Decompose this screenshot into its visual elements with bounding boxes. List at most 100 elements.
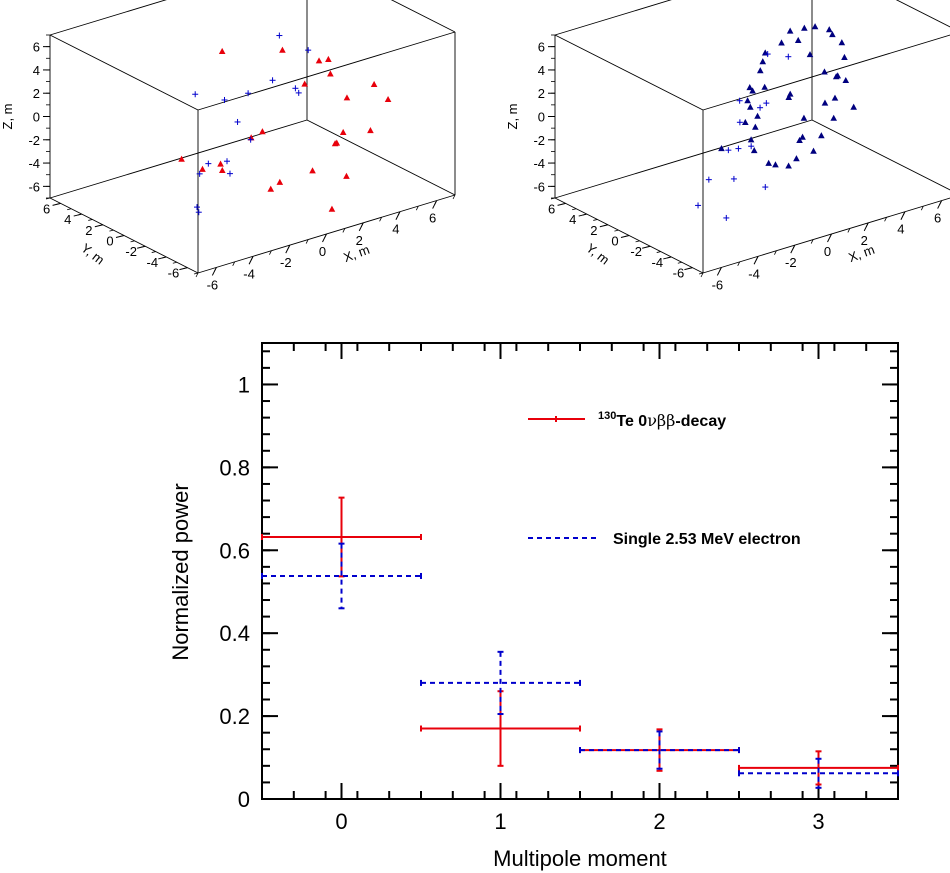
box-edge bbox=[554, 34, 704, 111]
scatter-point-triangle bbox=[765, 159, 772, 166]
scatter-point-plus bbox=[705, 176, 712, 183]
y-tick-label: -4 bbox=[147, 255, 159, 270]
scatter-point-triangle bbox=[806, 51, 814, 58]
y-tick-label: 0.4 bbox=[219, 621, 250, 646]
scatter-point-plus bbox=[695, 202, 702, 209]
scatter-point-triangle bbox=[772, 161, 779, 168]
scatter-point-triangle bbox=[838, 39, 846, 46]
y-tick-label: -2 bbox=[125, 244, 137, 259]
z-tick-label: -4 bbox=[28, 156, 40, 171]
y-axis-minor-tick bbox=[614, 229, 619, 232]
y-tick-label: 4 bbox=[64, 212, 71, 227]
scatter-point-triangle bbox=[328, 205, 336, 212]
y-tick-label: -6 bbox=[168, 266, 180, 281]
y-tick-label: -2 bbox=[630, 244, 642, 259]
x-axis-minor-tick bbox=[250, 256, 254, 261]
x-tick-label: 2 bbox=[653, 809, 665, 834]
scatter-point-plus bbox=[192, 91, 199, 98]
scatter-point-plus bbox=[725, 147, 732, 154]
scatter-point-triangle bbox=[800, 114, 808, 121]
scatter-point-plus bbox=[234, 118, 241, 125]
scatter-point-triangle bbox=[217, 160, 224, 167]
errorbar-point-te-decay bbox=[420, 690, 581, 767]
x-axis-minor-tick bbox=[737, 261, 741, 267]
scatter-point-plus bbox=[730, 175, 737, 182]
scatter-point-triangle bbox=[309, 167, 316, 174]
x-tick-label: -4 bbox=[243, 266, 255, 281]
scatter-point-plus bbox=[295, 89, 302, 96]
errorbar-point-electron bbox=[579, 730, 740, 770]
y-tick-label: -6 bbox=[673, 266, 685, 281]
scatter-point-triangle bbox=[829, 31, 836, 38]
errorbar-point-electron bbox=[738, 757, 899, 789]
z-tick-label: 4 bbox=[33, 63, 40, 78]
scatter-point-triangle bbox=[746, 84, 754, 91]
y-axis-minor-tick bbox=[119, 235, 125, 237]
scatter-point-triangle bbox=[370, 80, 378, 87]
scatter-point-triangle bbox=[301, 80, 308, 87]
z-tick-label: -6 bbox=[533, 179, 545, 194]
y-tick-label: 4 bbox=[569, 212, 576, 227]
x-axis-minor-tick bbox=[324, 233, 327, 239]
x-axis-minor-tick bbox=[415, 205, 419, 211]
x-tick-label: 0 bbox=[335, 809, 347, 834]
y-tick-label: 0.6 bbox=[219, 538, 250, 563]
legend-label-te-suffix: -decay bbox=[675, 413, 726, 430]
box-edge bbox=[49, 119, 308, 199]
z-tick-label: -2 bbox=[533, 133, 545, 148]
scatter-point-triangle bbox=[749, 87, 756, 94]
x-axis-minor-tick bbox=[718, 267, 722, 272]
scatter-point-triangle bbox=[785, 93, 793, 101]
box-edge bbox=[554, 119, 813, 199]
y-axis-minor-tick bbox=[130, 240, 135, 243]
x-axis-minor-tick bbox=[287, 244, 291, 250]
scatter-point-plus bbox=[763, 100, 770, 107]
errorbar-point-electron bbox=[420, 650, 581, 716]
y-tick-label: 2 bbox=[85, 223, 92, 238]
z-tick-label: -4 bbox=[533, 156, 545, 171]
y-tick-label: -4 bbox=[652, 255, 664, 270]
scatter-point-plus bbox=[276, 32, 283, 39]
scatter-point-plus bbox=[195, 209, 202, 216]
scatter-point-plus bbox=[785, 53, 792, 60]
y-axis-minor-tick bbox=[688, 267, 693, 270]
y-axis-minor-tick bbox=[162, 256, 167, 259]
x-tick-label: -4 bbox=[748, 266, 760, 281]
x-tick-label: 0 bbox=[824, 244, 831, 259]
z-axis-label: Z, m bbox=[505, 104, 520, 130]
x-tick-label: 2 bbox=[356, 233, 363, 248]
z-tick-label: 6 bbox=[538, 40, 545, 55]
scatter-point-triangle bbox=[343, 94, 351, 101]
scatter-point-triangle bbox=[756, 67, 764, 74]
y-axis-minor-tick bbox=[698, 272, 704, 275]
y-axis-minor-tick bbox=[646, 245, 651, 248]
x-axis-minor-tick bbox=[939, 200, 943, 205]
scatter-point-plus bbox=[245, 90, 252, 97]
scatter-point-triangle bbox=[801, 24, 808, 31]
x-tick-label: 0 bbox=[319, 244, 326, 259]
scatter-point-plus bbox=[224, 158, 231, 165]
x-axis-minor-tick bbox=[829, 233, 832, 239]
y-tick-label: 6 bbox=[548, 201, 555, 216]
scatter-point-plus bbox=[736, 97, 743, 104]
scatter-point-plus bbox=[193, 204, 200, 211]
scatter-point-triangle bbox=[327, 70, 334, 77]
scatter-point-triangle bbox=[811, 23, 819, 30]
x-axis-minor-tick bbox=[920, 205, 924, 211]
scatter-point-triangle bbox=[218, 47, 226, 54]
scatter-point-triangle bbox=[799, 133, 806, 140]
y-tick-label: 0.8 bbox=[219, 455, 250, 480]
y-axis-label: Y, m bbox=[78, 240, 107, 267]
y-axis-minor-tick bbox=[593, 219, 598, 221]
scatter-point-plus bbox=[221, 96, 228, 103]
y-axis-minor-tick bbox=[98, 224, 103, 227]
x-tick-label: 4 bbox=[897, 222, 904, 237]
y-tick-label: 0.2 bbox=[219, 704, 250, 729]
y-axis-minor-tick bbox=[603, 224, 608, 227]
scatter-point-plus bbox=[226, 170, 233, 177]
scatter-point-triangle bbox=[718, 145, 725, 152]
y-axis-minor-tick bbox=[183, 267, 188, 270]
scatter-point-triangle bbox=[754, 112, 761, 119]
x-axis-minor-tick bbox=[884, 217, 887, 222]
